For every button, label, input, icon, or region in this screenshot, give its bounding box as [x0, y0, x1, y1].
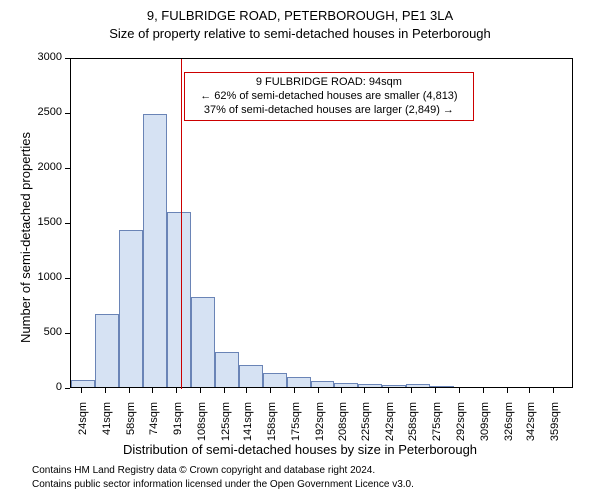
x-axis-label: Distribution of semi-detached houses by …: [0, 442, 600, 457]
chart-title-line2: Size of property relative to semi-detach…: [0, 26, 600, 41]
histogram-bar: [167, 212, 191, 387]
x-tick: [318, 388, 319, 393]
histogram-bar: [95, 314, 119, 387]
y-tick: [65, 113, 70, 114]
y-tick: [65, 168, 70, 169]
x-tick: [294, 388, 295, 393]
x-tick: [81, 388, 82, 393]
x-tick: [459, 388, 460, 393]
callout-line2: ← 62% of semi-detached houses are smalle…: [191, 90, 467, 104]
histogram-bar: [406, 384, 430, 387]
y-tick: [65, 223, 70, 224]
histogram-bar: [311, 381, 335, 387]
x-tick: [411, 388, 412, 393]
callout-line1: 9 FULBRIDGE ROAD: 94sqm: [191, 76, 467, 90]
y-tick-label: 1500: [38, 216, 62, 228]
y-tick-label: 3000: [38, 51, 62, 63]
y-tick: [65, 278, 70, 279]
x-tick: [529, 388, 530, 393]
x-tick: [507, 388, 508, 393]
y-tick-label: 2500: [38, 106, 62, 118]
x-tick: [388, 388, 389, 393]
x-tick: [553, 388, 554, 393]
footer-line1: Contains HM Land Registry data © Crown c…: [32, 465, 375, 476]
x-tick: [105, 388, 106, 393]
y-tick: [65, 58, 70, 59]
x-tick: [200, 388, 201, 393]
histogram-bar: [143, 114, 167, 387]
marker-line: [181, 59, 182, 389]
y-axis-label: Number of semi-detached properties: [18, 132, 33, 343]
x-tick: [152, 388, 153, 393]
chart-title-line1: 9, FULBRIDGE ROAD, PETERBOROUGH, PE1 3LA: [0, 8, 600, 23]
x-tick: [341, 388, 342, 393]
x-tick: [270, 388, 271, 393]
histogram-bar: [382, 385, 406, 387]
x-tick: [435, 388, 436, 393]
histogram-bar: [358, 384, 382, 387]
y-tick: [65, 388, 70, 389]
histogram-bar: [119, 230, 143, 387]
x-tick: [176, 388, 177, 393]
x-tick: [364, 388, 365, 393]
histogram-bar: [334, 383, 358, 387]
y-tick-label: 0: [56, 381, 62, 393]
plot-area: 9 FULBRIDGE ROAD: 94sqm← 62% of semi-det…: [70, 58, 573, 388]
histogram-bar: [215, 352, 239, 387]
x-tick: [224, 388, 225, 393]
x-tick: [246, 388, 247, 393]
histogram-bar: [263, 373, 287, 387]
y-tick-label: 1000: [38, 271, 62, 283]
x-tick: [129, 388, 130, 393]
histogram-bar: [287, 377, 311, 387]
x-tick: [483, 388, 484, 393]
histogram-bar: [71, 380, 95, 387]
histogram-bar: [430, 386, 454, 387]
histogram-bar: [239, 365, 263, 387]
y-tick-label: 2000: [38, 161, 62, 173]
y-tick: [65, 333, 70, 334]
histogram-bar: [191, 297, 215, 387]
footer-line2: Contains public sector information licen…: [32, 479, 414, 490]
callout-box: 9 FULBRIDGE ROAD: 94sqm← 62% of semi-det…: [184, 72, 474, 121]
y-tick-label: 500: [44, 326, 62, 338]
callout-line3: 37% of semi-detached houses are larger (…: [191, 104, 467, 118]
